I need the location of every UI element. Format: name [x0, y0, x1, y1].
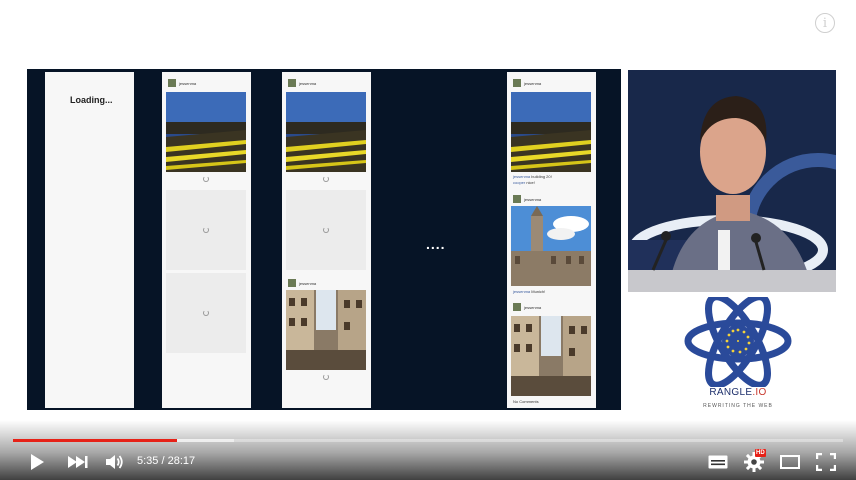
avatar: [513, 303, 521, 311]
theater-icon: [780, 455, 800, 469]
time-separator: /: [161, 455, 165, 467]
avatar: [168, 79, 176, 87]
photo-street: [286, 290, 366, 370]
logo-wordmark: RANGLE.IO: [709, 387, 767, 398]
loading-spinner: [323, 374, 329, 380]
post-header: jessenma: [288, 78, 316, 88]
photo-munich: [511, 206, 591, 286]
photo-street: [511, 316, 591, 396]
phone-screen-2: jessenma: [162, 72, 251, 408]
avatar: [513, 79, 521, 87]
player-controls: [0, 420, 856, 480]
post-username: jessenma: [299, 280, 317, 286]
photo-building: [166, 92, 246, 172]
subtitles-icon: [708, 455, 728, 469]
phone-screen-loading: Loading...: [45, 72, 134, 408]
play-button[interactable]: [25, 450, 49, 474]
phone-screen-4: jessenma jessenma building 20! cooper ni…: [507, 72, 596, 408]
time-total: 28:17: [167, 455, 196, 467]
photo-building: [511, 92, 591, 172]
presentation-slide: Loading... jessenma: [27, 69, 621, 410]
post-username: jessenma: [179, 80, 197, 86]
post-header: jessenma: [513, 194, 541, 204]
post-header: jessenma: [513, 302, 541, 312]
play-icon: [31, 454, 44, 470]
loading-spinner: [203, 227, 209, 233]
loading-spinner: [323, 176, 329, 182]
progress-bar[interactable]: [13, 439, 843, 442]
ellipsis: ....: [426, 236, 446, 252]
comment: jessenma building 20!: [513, 174, 552, 179]
post-header: jessenma: [168, 78, 196, 88]
photo-building: [286, 92, 366, 172]
hd-badge: HD: [755, 449, 766, 457]
rangle-logo: RANGLE.IO REWRITING THE WEB: [680, 293, 800, 417]
next-button[interactable]: [66, 450, 90, 474]
no-comments: No Comments: [513, 399, 539, 404]
loading-text: Loading...: [70, 95, 113, 105]
avatar: [288, 79, 296, 87]
next-icon: [68, 456, 88, 468]
post-username: jessenma: [299, 80, 317, 86]
volume-icon: [106, 455, 123, 469]
logo-tagline: REWRITING THE WEB: [703, 403, 773, 409]
comment: cooper nice!: [513, 180, 535, 185]
speaker-video: [628, 70, 836, 292]
time-current: 5:35: [137, 455, 159, 467]
loading-spinner: [323, 227, 329, 233]
atom-logo-icon: [684, 293, 792, 389]
loading-spinner: [203, 310, 209, 316]
time-display: 5:35 / 28:17: [137, 455, 195, 467]
post-username: jessenma: [524, 80, 542, 86]
fullscreen-icon: [816, 453, 836, 471]
post-header: jessenma: [513, 78, 541, 88]
avatar: [288, 279, 296, 287]
subtitles-button[interactable]: [706, 450, 730, 474]
phone-screen-3: jessenma jessenma: [282, 72, 371, 408]
loading-spinner: [203, 176, 209, 182]
info-icon[interactable]: i: [815, 13, 835, 33]
post-username: jessenma: [524, 304, 542, 310]
volume-button[interactable]: [103, 450, 127, 474]
progress-played: [13, 439, 177, 442]
comment: jessenma Munich!: [513, 289, 546, 294]
theater-mode-button[interactable]: [778, 450, 802, 474]
avatar: [513, 195, 521, 203]
post-header: jessenma: [288, 278, 316, 288]
post-username: jessenma: [524, 196, 542, 202]
fullscreen-button[interactable]: [814, 450, 838, 474]
